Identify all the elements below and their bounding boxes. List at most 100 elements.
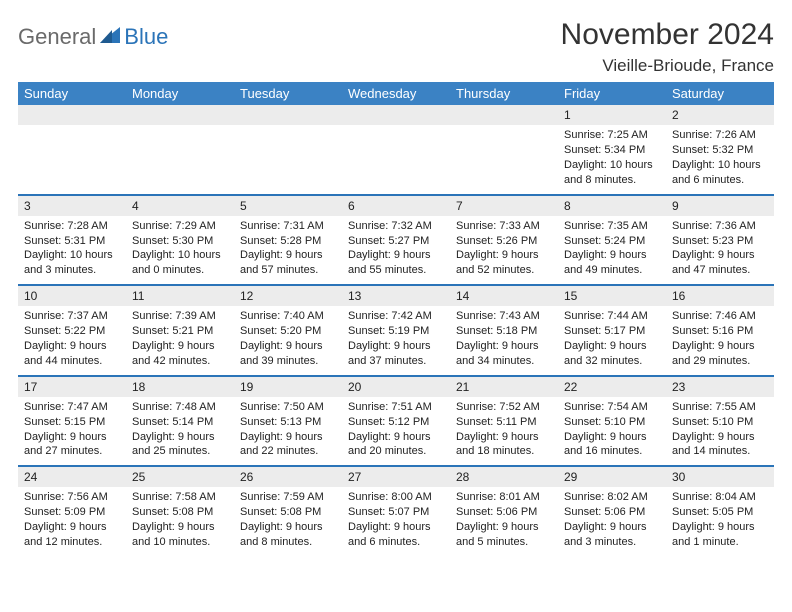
- brand-text-2: Blue: [124, 24, 168, 50]
- day-number: 19: [234, 377, 342, 397]
- day-number: 28: [450, 467, 558, 487]
- day-info: Sunrise: 7:29 AMSunset: 5:30 PMDaylight:…: [126, 216, 234, 284]
- calendar-day-cell: 11Sunrise: 7:39 AMSunset: 5:21 PMDayligh…: [126, 285, 234, 376]
- calendar-day-cell: 18Sunrise: 7:48 AMSunset: 5:14 PMDayligh…: [126, 376, 234, 467]
- sunrise-text: Sunrise: 7:58 AM: [132, 490, 228, 505]
- weekday-header-row: Sunday Monday Tuesday Wednesday Thursday…: [18, 82, 774, 105]
- sunset-text: Sunset: 5:16 PM: [672, 324, 768, 339]
- day-number: 16: [666, 286, 774, 306]
- day-info: Sunrise: 7:50 AMSunset: 5:13 PMDaylight:…: [234, 397, 342, 465]
- calendar-day-cell: 22Sunrise: 7:54 AMSunset: 5:10 PMDayligh…: [558, 376, 666, 467]
- sunrise-text: Sunrise: 7:44 AM: [564, 309, 660, 324]
- calendar-day-cell: 2Sunrise: 7:26 AMSunset: 5:32 PMDaylight…: [666, 105, 774, 195]
- day-info: Sunrise: 7:31 AMSunset: 5:28 PMDaylight:…: [234, 216, 342, 284]
- sunrise-text: Sunrise: 7:25 AM: [564, 128, 660, 143]
- sunset-text: Sunset: 5:27 PM: [348, 234, 444, 249]
- day-number: 3: [18, 196, 126, 216]
- day-number: 26: [234, 467, 342, 487]
- sunrise-text: Sunrise: 7:47 AM: [24, 400, 120, 415]
- sunset-text: Sunset: 5:22 PM: [24, 324, 120, 339]
- calendar-day-cell: 4Sunrise: 7:29 AMSunset: 5:30 PMDaylight…: [126, 195, 234, 286]
- calendar-day-cell: 23Sunrise: 7:55 AMSunset: 5:10 PMDayligh…: [666, 376, 774, 467]
- daylight-text: Daylight: 9 hours and 20 minutes.: [348, 430, 444, 460]
- sunset-text: Sunset: 5:05 PM: [672, 505, 768, 520]
- sunrise-text: Sunrise: 8:00 AM: [348, 490, 444, 505]
- day-number: 5: [234, 196, 342, 216]
- brand-sail-icon: [100, 27, 120, 48]
- brand-text-1: General: [18, 24, 96, 50]
- sunset-text: Sunset: 5:10 PM: [564, 415, 660, 430]
- calendar-day-cell: 3Sunrise: 7:28 AMSunset: 5:31 PMDaylight…: [18, 195, 126, 286]
- day-info: Sunrise: 7:32 AMSunset: 5:27 PMDaylight:…: [342, 216, 450, 284]
- daylight-text: Daylight: 9 hours and 3 minutes.: [564, 520, 660, 550]
- title-block: November 2024 Vieille-Brioude, France: [561, 18, 774, 76]
- daylight-text: Daylight: 9 hours and 57 minutes.: [240, 248, 336, 278]
- sunrise-text: Sunrise: 7:59 AM: [240, 490, 336, 505]
- sunset-text: Sunset: 5:32 PM: [672, 143, 768, 158]
- daylight-text: Daylight: 9 hours and 37 minutes.: [348, 339, 444, 369]
- daylight-text: Daylight: 9 hours and 52 minutes.: [456, 248, 552, 278]
- sunset-text: Sunset: 5:26 PM: [456, 234, 552, 249]
- day-info: Sunrise: 7:47 AMSunset: 5:15 PMDaylight:…: [18, 397, 126, 465]
- calendar-day-cell: 10Sunrise: 7:37 AMSunset: 5:22 PMDayligh…: [18, 285, 126, 376]
- day-info: Sunrise: 7:48 AMSunset: 5:14 PMDaylight:…: [126, 397, 234, 465]
- sunrise-text: Sunrise: 7:37 AM: [24, 309, 120, 324]
- daylight-text: Daylight: 9 hours and 8 minutes.: [240, 520, 336, 550]
- day-info: Sunrise: 7:36 AMSunset: 5:23 PMDaylight:…: [666, 216, 774, 284]
- day-number: 1: [558, 105, 666, 125]
- day-info: Sunrise: 7:37 AMSunset: 5:22 PMDaylight:…: [18, 306, 126, 374]
- calendar-day-cell: 15 Sunrise: 7:44 AMSunset: 5:17 PMDayligh…: [558, 285, 666, 376]
- sunset-text: Sunset: 5:21 PM: [132, 324, 228, 339]
- sunset-text: Sunset: 5:19 PM: [348, 324, 444, 339]
- day-info: Sunrise: 7:52 AMSunset: 5:11 PMDaylight:…: [450, 397, 558, 465]
- calendar-day-cell: 25Sunrise: 7:58 AMSunset: 5:08 PMDayligh…: [126, 466, 234, 556]
- daylight-text: Daylight: 10 hours and 8 minutes.: [564, 158, 660, 188]
- sunrise-text: Sunrise: 7:29 AM: [132, 219, 228, 234]
- sunset-text: Sunset: 5:15 PM: [24, 415, 120, 430]
- sunrise-text: Sunrise: 7:26 AM: [672, 128, 768, 143]
- day-number: 9: [666, 196, 774, 216]
- daylight-text: Daylight: 9 hours and 6 minutes.: [348, 520, 444, 550]
- calendar-day-cell: 24Sunrise: 7:56 AMSunset: 5:09 PMDayligh…: [18, 466, 126, 556]
- calendar-table: Sunday Monday Tuesday Wednesday Thursday…: [18, 82, 774, 556]
- daylight-text: Daylight: 9 hours and 55 minutes.: [348, 248, 444, 278]
- day-number: 25: [126, 467, 234, 487]
- calendar-day-cell: 9Sunrise: 7:36 AMSunset: 5:23 PMDaylight…: [666, 195, 774, 286]
- daylight-text: Daylight: 9 hours and 1 minute.: [672, 520, 768, 550]
- day-number: 30: [666, 467, 774, 487]
- day-number: [126, 105, 234, 125]
- sunset-text: Sunset: 5:14 PM: [132, 415, 228, 430]
- month-title: November 2024: [561, 18, 774, 52]
- day-info: Sunrise: 8:01 AMSunset: 5:06 PMDaylight:…: [450, 487, 558, 555]
- weekday-header: Thursday: [450, 82, 558, 105]
- calendar-day-cell: 21Sunrise: 7:52 AMSunset: 5:11 PMDayligh…: [450, 376, 558, 467]
- day-number: 29: [558, 467, 666, 487]
- day-number: 7: [450, 196, 558, 216]
- day-number: 13: [342, 286, 450, 306]
- day-info: Sunrise: 7:46 AMSunset: 5:16 PMDaylight:…: [666, 306, 774, 374]
- daylight-text: Daylight: 10 hours and 6 minutes.: [672, 158, 768, 188]
- sunrise-text: Sunrise: 7:33 AM: [456, 219, 552, 234]
- calendar-day-cell: 30 Sunrise: 8:04 AMSunset: 5:05 PMDayligh…: [666, 466, 774, 556]
- daylight-text: Daylight: 9 hours and 32 minutes.: [564, 339, 660, 369]
- sunset-text: Sunset: 5:08 PM: [132, 505, 228, 520]
- sunrise-text: Sunrise: 8:04 AM: [672, 490, 768, 505]
- day-number: 4: [126, 196, 234, 216]
- calendar-day-cell: [126, 105, 234, 195]
- daylight-text: Daylight: 10 hours and 0 minutes.: [132, 248, 228, 278]
- day-number: 23: [666, 377, 774, 397]
- day-number: 21: [450, 377, 558, 397]
- sunset-text: Sunset: 5:09 PM: [24, 505, 120, 520]
- sunset-text: Sunset: 5:20 PM: [240, 324, 336, 339]
- day-number: 15: [558, 286, 666, 306]
- sunrise-text: Sunrise: 8:01 AM: [456, 490, 552, 505]
- daylight-text: Daylight: 9 hours and 29 minutes.: [672, 339, 768, 369]
- day-number: 27: [342, 467, 450, 487]
- daylight-text: Daylight: 10 hours and 3 minutes.: [24, 248, 120, 278]
- location-text: Vieille-Brioude, France: [561, 56, 774, 76]
- sunset-text: Sunset: 5:24 PM: [564, 234, 660, 249]
- day-info: Sunrise: 7:28 AMSunset: 5:31 PMDaylight:…: [18, 216, 126, 284]
- day-number: 12: [234, 286, 342, 306]
- sunset-text: Sunset: 5:17 PM: [564, 324, 660, 339]
- calendar-day-cell: 26Sunrise: 7:59 AMSunset: 5:08 PMDayligh…: [234, 466, 342, 556]
